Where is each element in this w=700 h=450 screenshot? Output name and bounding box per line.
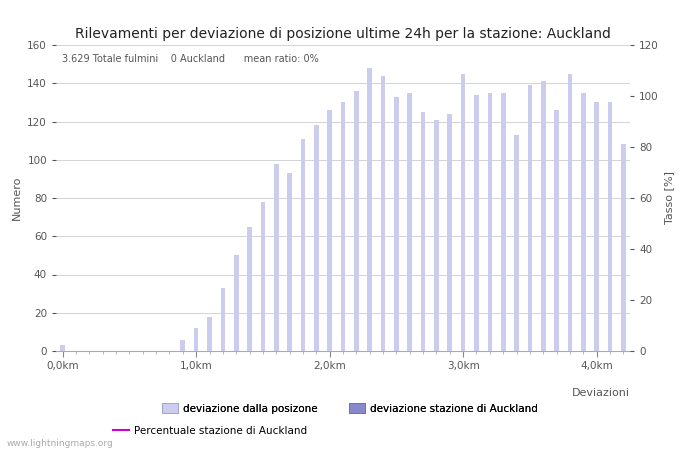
Text: 3.629 Totale fulmini    0 Auckland      mean ratio: 0%: 3.629 Totale fulmini 0 Auckland mean rat… bbox=[62, 54, 318, 64]
Legend: deviazione dalla posizone, deviazione stazione di Auckland: deviazione dalla posizone, deviazione st… bbox=[158, 399, 542, 418]
Bar bbox=[60, 345, 65, 351]
Bar bbox=[594, 103, 599, 351]
Bar bbox=[528, 85, 532, 351]
Y-axis label: Numero: Numero bbox=[12, 176, 22, 220]
Bar bbox=[621, 144, 626, 351]
Bar bbox=[300, 139, 305, 351]
Bar bbox=[368, 68, 372, 351]
Bar bbox=[287, 173, 292, 351]
Bar bbox=[487, 93, 492, 351]
Bar bbox=[608, 103, 612, 351]
Bar bbox=[407, 93, 412, 351]
Bar bbox=[568, 74, 573, 351]
Bar bbox=[381, 76, 386, 351]
Y-axis label: Tasso [%]: Tasso [%] bbox=[664, 171, 674, 225]
Text: Deviazioni: Deviazioni bbox=[572, 388, 630, 398]
Bar bbox=[554, 110, 559, 351]
Bar bbox=[207, 317, 212, 351]
Bar bbox=[434, 120, 439, 351]
Bar bbox=[447, 114, 452, 351]
Title: Rilevamenti per deviazione di posizione ultime 24h per la stazione: Auckland: Rilevamenti per deviazione di posizione … bbox=[75, 27, 611, 41]
Bar bbox=[260, 202, 265, 351]
Bar bbox=[234, 256, 239, 351]
Bar bbox=[514, 135, 519, 351]
Legend: Percentuale stazione di Auckland: Percentuale stazione di Auckland bbox=[109, 422, 311, 440]
Bar bbox=[314, 125, 318, 351]
Bar bbox=[541, 81, 545, 351]
Bar bbox=[474, 94, 479, 351]
Bar bbox=[461, 74, 466, 351]
Text: www.lightningmaps.org: www.lightningmaps.org bbox=[7, 439, 113, 448]
Bar bbox=[220, 288, 225, 351]
Bar bbox=[194, 328, 199, 351]
Bar bbox=[341, 103, 345, 351]
Bar bbox=[581, 93, 586, 351]
Bar bbox=[421, 112, 426, 351]
Bar bbox=[500, 93, 505, 351]
Bar bbox=[354, 91, 358, 351]
Bar bbox=[247, 227, 252, 351]
Bar bbox=[394, 97, 399, 351]
Bar bbox=[181, 339, 185, 351]
Bar bbox=[274, 163, 279, 351]
Bar bbox=[328, 110, 332, 351]
